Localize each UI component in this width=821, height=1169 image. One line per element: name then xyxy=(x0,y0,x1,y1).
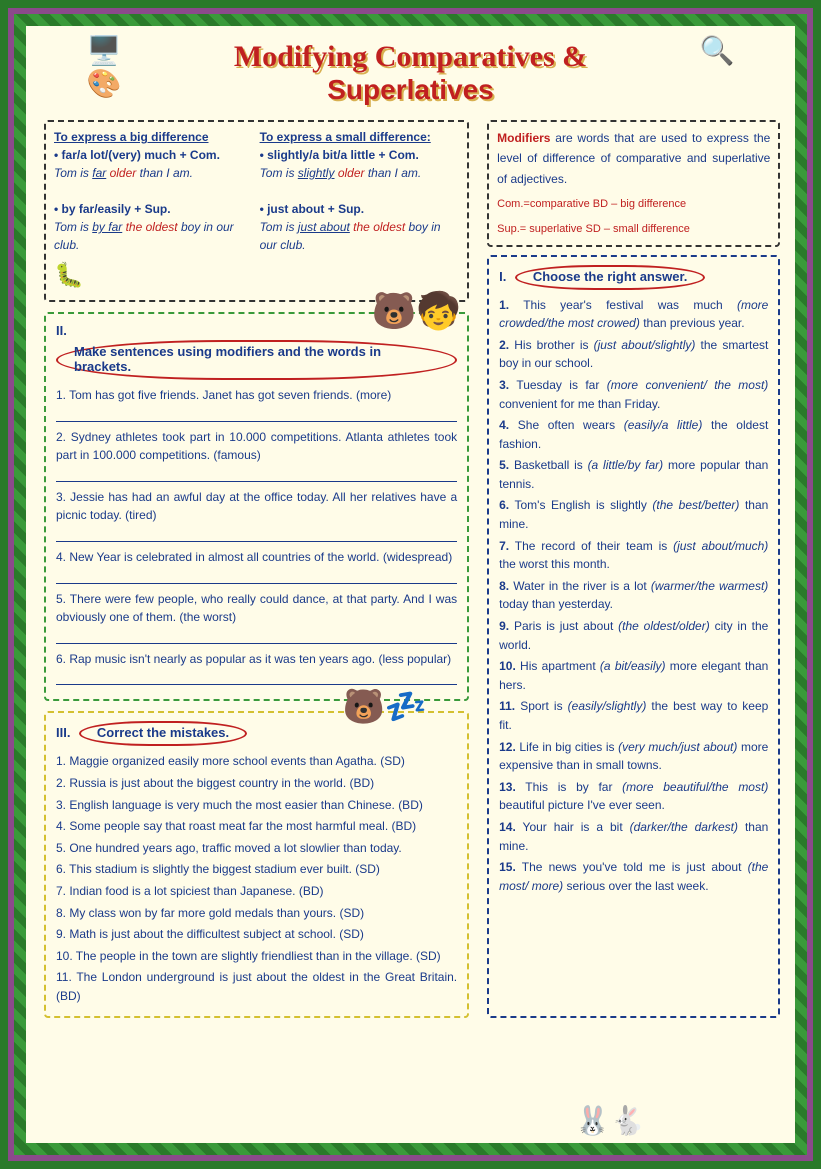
modifiers-intro-box: Modifiers are words that are used to exp… xyxy=(487,120,780,247)
big-rule2: • by far/easily + Sup. xyxy=(54,202,171,216)
ex3-item: 1. Maggie organized easily more school e… xyxy=(56,752,457,771)
ex1-item: 4. She often wears (easily/a little) the… xyxy=(499,416,768,453)
answer-blank[interactable] xyxy=(56,630,457,644)
ex3-item: 11. The London underground is just about… xyxy=(56,968,457,1005)
small-rule2: • just about + Sup. xyxy=(260,202,365,216)
ex3-item: 4. Some people say that roast meat far t… xyxy=(56,817,457,836)
ex3-item: 2. Russia is just about the biggest coun… xyxy=(56,774,457,793)
ex3-item: 10. The people in the town are slightly … xyxy=(56,947,457,966)
outer-border: 🖥️🎨 Modifying Comparatives & Superlative… xyxy=(8,8,813,1161)
ex2-item: 3. Jessie has had an awful day at the of… xyxy=(56,488,457,525)
answer-blank[interactable] xyxy=(56,671,457,685)
small-diff-col: To express a small difference: • slightl… xyxy=(260,128,460,294)
ex3-roman: III. xyxy=(56,725,70,740)
ex3-item: 5. One hundred years ago, traffic moved … xyxy=(56,839,457,858)
ex1-title: Choose the right answer. xyxy=(515,265,706,290)
exercise-1-box: I. Choose the right answer. 1. This year… xyxy=(487,255,780,1019)
answer-blank[interactable] xyxy=(56,570,457,584)
big-diff-col: To express a big difference • far/a lot/… xyxy=(54,128,254,294)
big-ex1: Tom is far older than I am. xyxy=(54,166,193,180)
small-heading: To express a small difference: xyxy=(260,130,431,144)
ex1-item: 6. Tom's English is slightly (the best/b… xyxy=(499,496,768,533)
ex1-item: 13. This is by far (more beautiful/the m… xyxy=(499,778,768,815)
ex3-item: 6. This stadium is slightly the biggest … xyxy=(56,860,457,879)
ex1-item: 5. Basketball is (a little/by far) more … xyxy=(499,456,768,493)
big-heading: To express a big difference xyxy=(54,130,209,144)
ex1-item: 15. The news you've told me is just abou… xyxy=(499,858,768,895)
ex1-item: 10. His apartment (a bit/easily) more el… xyxy=(499,657,768,694)
page-title: Modifying Comparatives & xyxy=(44,40,777,74)
ex2-title: Make sentences using modifiers and the w… xyxy=(56,340,457,380)
exercise-3-box: 🐻💤 III. Correct the mistakes. 1. Maggie … xyxy=(44,711,469,1018)
bears-icon: 🐻🧒 xyxy=(371,290,461,332)
page-subtitle: Superlatives xyxy=(44,74,777,106)
answer-blank[interactable] xyxy=(56,468,457,482)
legend1: Com.=comparative BD – big difference xyxy=(497,195,770,214)
ex3-item: 9. Math is just about the difficultest s… xyxy=(56,925,457,944)
ex1-item: 12. Life in big cities is (very much/jus… xyxy=(499,738,768,775)
ex1-item: 14. Your hair is a bit (darker/the darke… xyxy=(499,818,768,855)
ex2-item: 1. Tom has got five friends. Janet has g… xyxy=(56,386,457,405)
ex2-roman: II. xyxy=(56,323,67,338)
ex1-item: 7. The record of their team is (just abo… xyxy=(499,537,768,574)
right-column: Modifiers are words that are used to exp… xyxy=(487,120,780,1018)
left-column: To express a big difference • far/a lot/… xyxy=(44,120,469,1018)
ex1-item: 8. Water in the river is a lot (warmer/t… xyxy=(499,577,768,614)
columns: To express a big difference • far/a lot/… xyxy=(44,120,777,1018)
ex2-item: 2. Sydney athletes took part in 10.000 c… xyxy=(56,428,457,465)
big-ex2: Tom is by far the oldest boy in our club… xyxy=(54,220,234,252)
ex2-item: 4. New Year is celebrated in almost all … xyxy=(56,548,457,567)
detective-icon: 🔍 xyxy=(687,34,747,84)
small-rule1: • slightly/a bit/a little + Com. xyxy=(260,148,419,162)
ex1-item: 11. Sport is (easily/slightly) the best … xyxy=(499,697,768,734)
answer-blank[interactable] xyxy=(56,408,457,422)
ex3-item: 8. My class won by far more gold medals … xyxy=(56,904,457,923)
big-rule1: • far/a lot/(very) much + Com. xyxy=(54,148,220,162)
ex1-item: 1. This year's festival was much (more c… xyxy=(499,296,768,333)
small-ex2: Tom is just about the oldest boy in our … xyxy=(260,220,441,252)
rules-box: To express a big difference • far/a lot/… xyxy=(44,120,469,302)
ex2-list: 1. Tom has got five friends. Janet has g… xyxy=(56,386,457,685)
computer-icon: 🖥️🎨 xyxy=(74,34,134,84)
ex3-item: 3. English language is very much the mos… xyxy=(56,796,457,815)
page: 🖥️🎨 Modifying Comparatives & Superlative… xyxy=(26,26,795,1143)
answer-blank[interactable] xyxy=(56,528,457,542)
ex1-item: 3. Tuesday is far (more convenient/ the … xyxy=(499,376,768,413)
ex1-roman: I. xyxy=(499,269,506,284)
ex3-item: 7. Indian food is a lot spiciest than Ja… xyxy=(56,882,457,901)
ex3-title: Correct the mistakes. xyxy=(79,721,247,746)
ex2-item: 5. There were few people, who really cou… xyxy=(56,590,457,627)
sleeping-bear-icon: 🐻💤 xyxy=(342,687,427,727)
title-bar: 🖥️🎨 Modifying Comparatives & Superlative… xyxy=(44,40,777,106)
ex1-item: 9. Paris is just about (the oldest/older… xyxy=(499,617,768,654)
small-ex1: Tom is slightly older than I am. xyxy=(260,166,422,180)
legend2: Sup.= superlative SD – small difference xyxy=(497,220,770,239)
ex1-item: 2. His brother is (just about/slightly) … xyxy=(499,336,768,373)
exercise-2-box: 🐻🧒 II. Make sentences using modifiers an… xyxy=(44,312,469,701)
ex1-list: 1. This year's festival was much (more c… xyxy=(499,296,768,896)
caterpillar-icon: 🐛 xyxy=(54,258,254,294)
ex3-list: 1. Maggie organized easily more school e… xyxy=(56,752,457,1005)
rabbits-icon: 🐰🐇 xyxy=(575,1104,645,1137)
ex2-item: 6. Rap music isn't nearly as popular as … xyxy=(56,650,457,669)
